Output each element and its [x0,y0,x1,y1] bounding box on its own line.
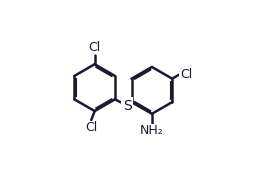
Text: NH₂: NH₂ [140,124,164,137]
Text: Cl: Cl [89,41,101,54]
Text: S: S [123,99,131,113]
Text: Cl: Cl [85,121,97,134]
Text: Cl: Cl [180,68,192,81]
